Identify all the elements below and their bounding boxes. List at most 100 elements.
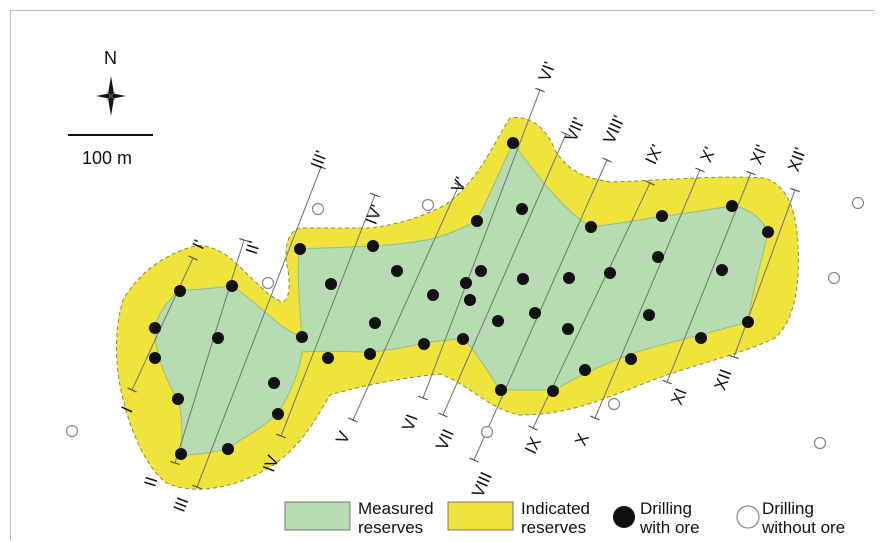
section-tick (790, 187, 800, 193)
section-line (442, 133, 567, 416)
drill-hole-with-ore (427, 289, 439, 301)
section-tick (418, 395, 428, 401)
section-line (174, 239, 245, 464)
north-arrow-icon (96, 76, 126, 116)
drill-hole-with-ore (367, 240, 379, 252)
legend-indicated-label: Indicated reserves (521, 499, 590, 537)
legend-without-ore-label: Drilling without ore (762, 499, 846, 537)
section-start-label: V (332, 428, 354, 447)
drill-hole-with-ore (726, 200, 738, 212)
drill-hole-with-ore (369, 317, 381, 329)
legend-indicated-swatch (447, 501, 514, 531)
section-end-label: VI' (535, 59, 560, 84)
section-tick (590, 415, 600, 421)
drill-holes (65, 137, 865, 460)
section-tick (746, 170, 756, 176)
section-line (473, 159, 608, 461)
section-end-label: IX' (641, 142, 666, 168)
section-tick (348, 417, 358, 423)
drill-hole-with-ore (529, 307, 541, 319)
section-start-label: X (571, 431, 593, 449)
drill-hole-with-ore (585, 221, 597, 233)
drill-hole-with-ore (325, 278, 337, 290)
section-end-label: VII' (562, 115, 589, 145)
drill-hole-without-ore (607, 397, 621, 411)
drill-hole-with-ore (149, 322, 161, 334)
section-start-label: XI (667, 386, 691, 408)
drill-hole-without-ore (65, 424, 79, 438)
legend-without-ore-dot (736, 505, 760, 529)
drill-hole-with-ore (742, 316, 754, 328)
section-tick (170, 460, 180, 466)
section-start-label: III (170, 495, 193, 515)
drill-hole-with-ore (464, 294, 476, 306)
drill-hole-with-ore (212, 332, 224, 344)
drill-hole-without-ore (261, 276, 275, 290)
section-tick (127, 387, 137, 393)
drill-hole-with-ore (579, 364, 591, 376)
drill-hole-with-ore (272, 408, 284, 420)
section-tick (438, 412, 448, 418)
drill-hole-with-ore (226, 280, 238, 292)
section-tick (535, 87, 545, 93)
section-end-label: III' (307, 148, 331, 171)
section-end-label: II' (242, 239, 264, 257)
drill-hole-with-ore (172, 393, 184, 405)
section-tick (469, 457, 479, 463)
section-end-label: XII' (784, 145, 810, 174)
drill-hole-with-ore (475, 265, 487, 277)
drill-hole-without-ore (827, 271, 841, 285)
section-line (594, 169, 701, 419)
scale-label: 100 m (82, 148, 132, 168)
measured-reserves-area (154, 142, 769, 456)
drill-hole-with-ore (174, 285, 186, 297)
section-start-label: IV (259, 452, 283, 474)
section-end-label: XI' (747, 142, 772, 167)
drill-hole-with-ore (517, 273, 529, 285)
drill-hole-with-ore (391, 265, 403, 277)
drill-hole-with-ore (296, 331, 308, 343)
drill-hole-with-ore (716, 264, 728, 276)
drill-hole-with-ore (471, 215, 483, 227)
section-tick (316, 164, 326, 170)
drill-hole-with-ore (460, 277, 472, 289)
section-start-label: II (141, 474, 162, 489)
section-end-label: IV' (362, 202, 387, 227)
drill-hole-with-ore (695, 332, 707, 344)
drill-hole-with-ore (643, 309, 655, 321)
drill-hole-with-ore (547, 385, 559, 397)
drill-hole-with-ore (652, 251, 664, 263)
section-tick (454, 182, 464, 188)
drill-hole-with-ore (625, 353, 637, 365)
section-end-label: V' (447, 174, 470, 195)
section-lines (127, 87, 800, 490)
section-line (352, 184, 460, 421)
drill-hole-with-ore (516, 203, 528, 215)
section-start-label: VI (398, 412, 421, 434)
drill-hole-with-ore (175, 448, 187, 460)
section-tick (370, 192, 380, 198)
drill-hole-with-ore (457, 333, 469, 345)
drill-hole-with-ore (762, 226, 774, 238)
section-line (131, 257, 194, 391)
drill-hole-with-ore (507, 137, 519, 149)
section-start-label: XII (711, 367, 736, 393)
drill-hole-with-ore (563, 272, 575, 284)
legend-with-ore-dot (613, 506, 635, 528)
section-line (196, 166, 322, 488)
section-tick (561, 131, 571, 137)
section-tick (239, 237, 249, 243)
section-tick (602, 157, 612, 163)
section-tick (662, 379, 672, 385)
map-frame (10, 10, 875, 540)
legend-measured-swatch (284, 501, 351, 531)
section-line (422, 89, 541, 399)
legend-with-ore-label: Drilling with ore (640, 499, 700, 537)
section-line (733, 189, 796, 358)
drill-hole-with-ore (294, 243, 306, 255)
section-tick (276, 433, 286, 439)
section-tick (729, 354, 739, 360)
section-line (280, 194, 376, 437)
section-end-label: VIII' (600, 113, 629, 147)
